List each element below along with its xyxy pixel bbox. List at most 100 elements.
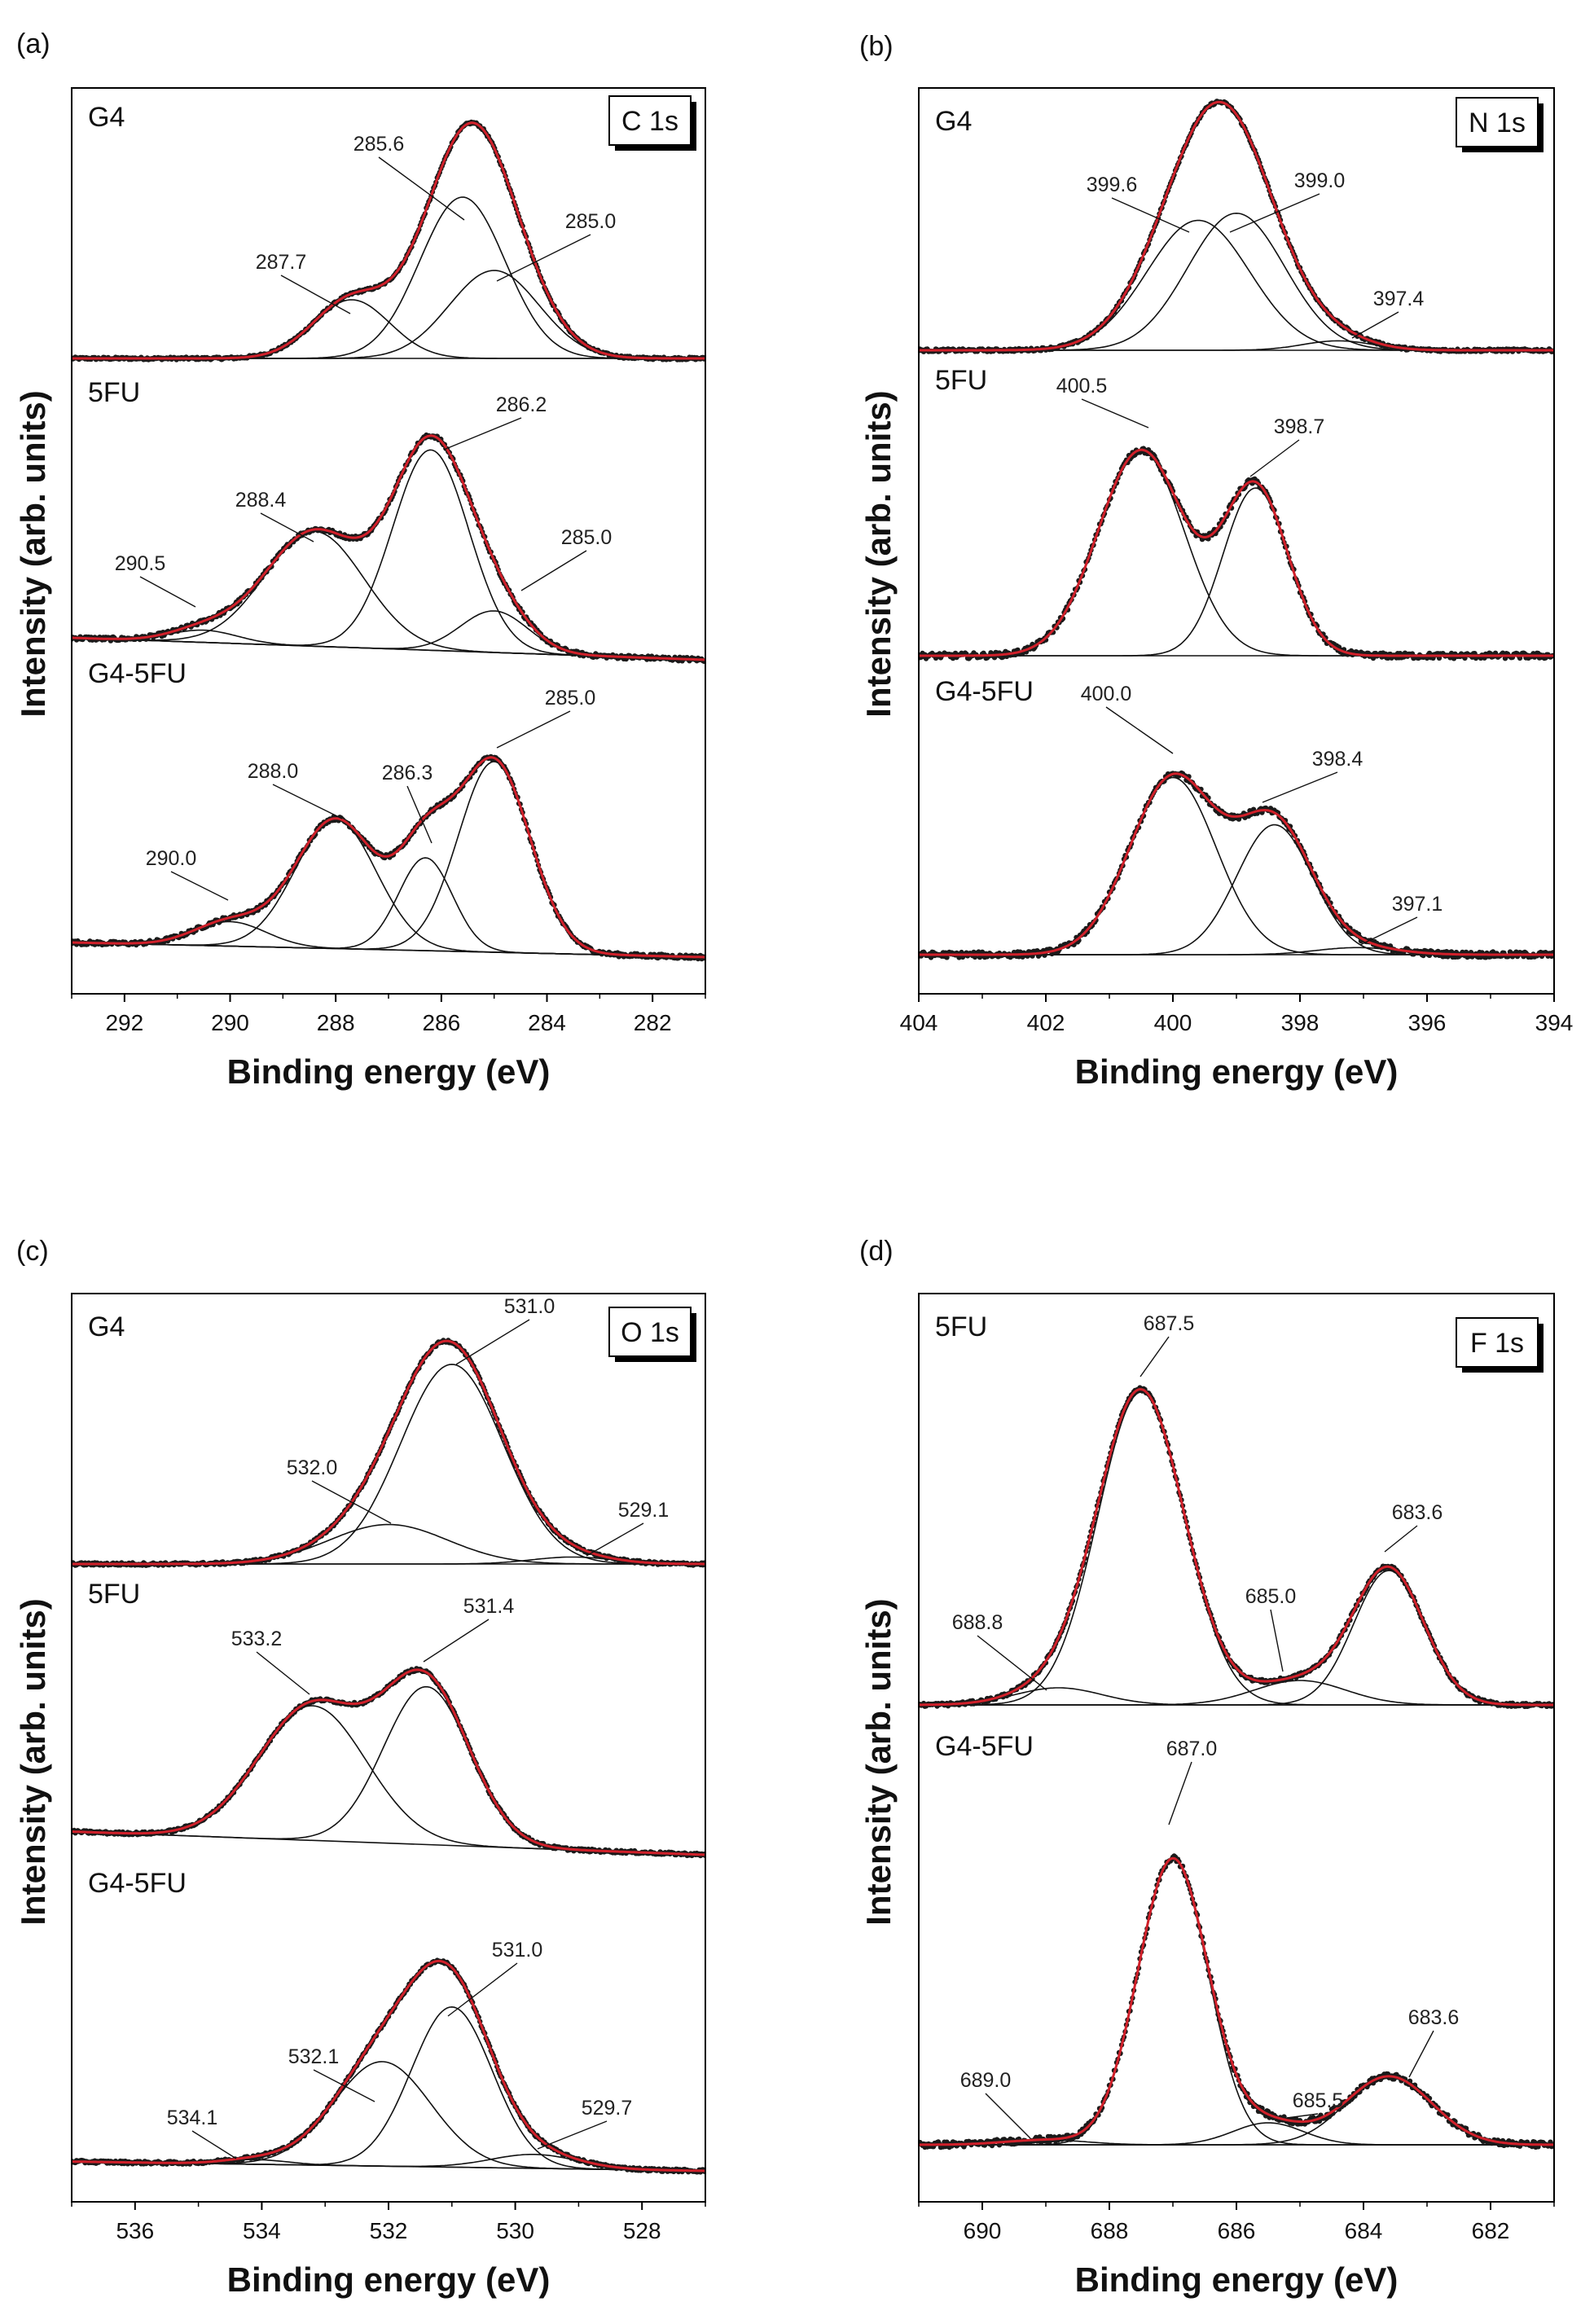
annotation-leader (260, 512, 314, 543)
spectrum-5FU (920, 446, 1553, 661)
region-label: F 1s (1470, 1328, 1524, 1359)
region-label-box: C 1s (608, 95, 696, 151)
peak-label: 285.6 (353, 133, 405, 156)
peak-annotation: 531.0 (455, 1295, 555, 1365)
sample-label: 5FU (88, 377, 140, 408)
peak-annotation: 398.4 (1262, 748, 1363, 803)
x-tick-label: 534 (243, 2218, 281, 2243)
peak-annotation: 285.6 (353, 133, 465, 221)
peak-label: 399.0 (1294, 169, 1346, 192)
peak-label: 531.0 (492, 1939, 543, 1962)
fitted-envelope (920, 448, 1553, 657)
annotation-leader (1111, 197, 1190, 233)
spectrum-G4-5FU (72, 1957, 705, 2175)
x-tick-label: 286 (422, 1010, 460, 1035)
region-box (608, 95, 692, 146)
peak-label: 398.7 (1274, 415, 1325, 438)
peak-label: 287.7 (256, 251, 307, 274)
x-tick-label: 398 (1281, 1010, 1320, 1035)
x-tick-label: 396 (1408, 1010, 1447, 1035)
annotation-leader (443, 417, 522, 450)
peak-label: 398.4 (1312, 748, 1363, 771)
peak-label: 397.1 (1392, 893, 1443, 916)
sample-label: G4 (935, 106, 972, 137)
x-tick-label: 290 (211, 1010, 249, 1035)
x-axis-title: Binding energy (eV) (227, 1052, 551, 1091)
annotation-leader (1262, 771, 1338, 803)
spectrum-G4 (72, 119, 705, 362)
x-tick-label: 284 (528, 1010, 566, 1035)
annotation-leader (311, 1480, 392, 1524)
peak-label: 290.5 (115, 552, 166, 575)
peak-label: 285.0 (565, 210, 617, 233)
peak-label: 285.0 (545, 687, 596, 710)
peak-annotation: 398.7 (1249, 415, 1325, 477)
fitted-envelope (72, 434, 705, 661)
peak-annotation: 397.1 (1359, 893, 1443, 946)
peak-annotation: 533.2 (231, 1628, 310, 1695)
peak-annotation: 290.5 (115, 552, 196, 608)
peak-label: 529.1 (618, 1499, 670, 1522)
peak-annotation: 288.4 (235, 489, 314, 543)
peak-annotation: 400.5 (1056, 375, 1149, 428)
annotation-leader (1229, 193, 1320, 233)
peak-label: 400.5 (1056, 375, 1108, 398)
fitted-envelope (920, 100, 1553, 352)
annotation-leader (378, 156, 465, 221)
x-tick-label: 690 (964, 2218, 1002, 2243)
peak-label: 400.0 (1081, 683, 1132, 705)
x-tick-label: 402 (1027, 1010, 1065, 1035)
x-tick-label: 536 (116, 2218, 154, 2243)
peak-label: 531.4 (463, 1595, 515, 1618)
annotation-leader (256, 1651, 310, 1695)
annotation-leader (455, 1319, 530, 1365)
annotation-leader (496, 710, 571, 749)
y-axis-title: Intensity (arb. units) (859, 1598, 898, 1925)
peak-label: 529.7 (582, 2097, 633, 2120)
spectrum-G4-5FU (72, 753, 705, 962)
peak-label: 399.6 (1087, 174, 1138, 196)
fitted-envelope (72, 756, 705, 959)
sample-label: G4-5FU (88, 1868, 187, 1899)
x-tick-label: 686 (1218, 2218, 1256, 2243)
x-tick-label: 688 (1091, 2218, 1129, 2243)
peak-label: 288.4 (235, 489, 287, 512)
annotation-leader (1359, 916, 1418, 946)
x-axis: 536 534 532 530 528 (71, 2202, 706, 2243)
x-tick-label: 532 (370, 2218, 408, 2243)
spectrum-G4 (72, 1338, 705, 1568)
peak-annotation: 400.0 (1081, 683, 1174, 754)
x-tick-label: 400 (1154, 1010, 1192, 1035)
annotation-leader (139, 576, 196, 608)
region-label: O 1s (621, 1317, 679, 1348)
annotation-leader (406, 785, 433, 844)
fitted-envelope (72, 1339, 705, 1566)
peak-annotation: 285.0 (496, 210, 617, 282)
annotation-leader (423, 1619, 490, 1663)
panel-letter: (b) (859, 31, 894, 62)
sample-label: 5FU (935, 365, 987, 396)
x-tick-label: 282 (634, 1010, 672, 1035)
sample-label: G4-5FU (935, 676, 1034, 707)
peak-annotation: 531.4 (423, 1595, 515, 1663)
y-axis-title: Intensity (arb. units) (14, 390, 52, 717)
peak-annotation: 290.0 (146, 847, 229, 901)
x-axis-title: Binding energy (eV) (1075, 2260, 1399, 2299)
region-label-box: O 1s (608, 1307, 696, 1362)
annotation-leader (170, 871, 229, 901)
annotation-leader (1081, 398, 1149, 428)
sample-label: G4 (88, 1311, 125, 1342)
annotation-leader (280, 275, 351, 314)
peak-annotation: 288.0 (248, 760, 343, 819)
peak-label: 533.2 (231, 1628, 283, 1650)
annotation-leader (496, 234, 591, 282)
peak-annotation: 397.4 (1351, 288, 1424, 339)
fitted-envelope (920, 772, 1553, 956)
x-tick-label: 404 (900, 1010, 938, 1035)
annotation-leader (1105, 706, 1174, 754)
x-tick-label: 528 (623, 2218, 661, 2243)
sample-label: G4 (88, 102, 125, 133)
panel-letter: (a) (16, 29, 50, 59)
panel-letter: (d) (859, 1236, 894, 1267)
